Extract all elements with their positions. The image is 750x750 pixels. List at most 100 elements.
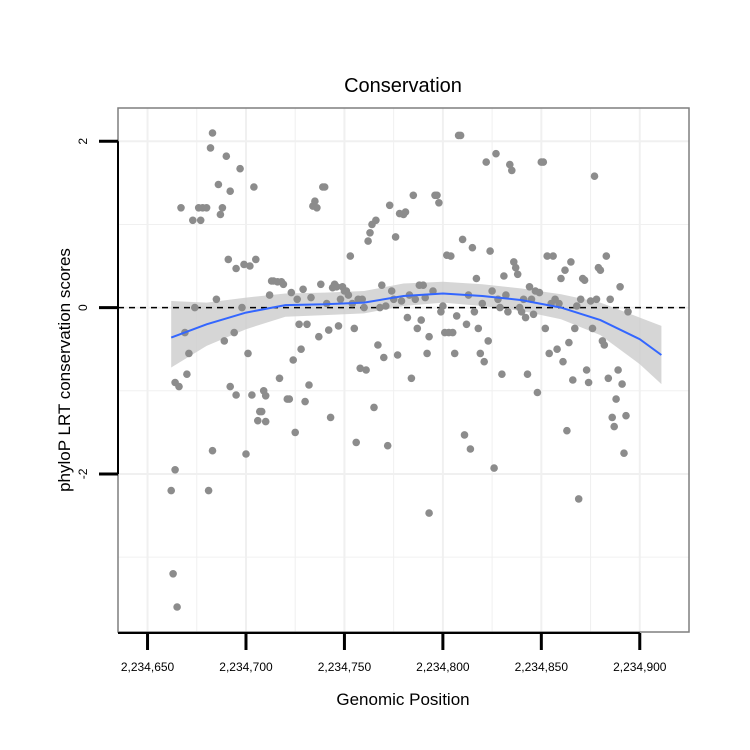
data-point xyxy=(523,370,532,379)
axes: 2,234,650 2,234,700 2,234,750 2,234,800 2,23… xyxy=(76,138,667,674)
data-point xyxy=(476,349,485,358)
data-point xyxy=(573,302,581,310)
data-point xyxy=(456,131,465,140)
data-point xyxy=(500,272,508,280)
data-point xyxy=(468,243,477,252)
data-point xyxy=(618,380,626,388)
data-point xyxy=(559,357,567,366)
x-tick-label: 2,234,700 xyxy=(219,660,273,674)
data-point xyxy=(510,258,518,266)
data-point xyxy=(382,302,390,310)
data-point xyxy=(244,349,252,358)
x-tick-label: 2,234,800 xyxy=(416,660,470,674)
data-point xyxy=(196,216,205,225)
data-point xyxy=(240,260,248,269)
data-point xyxy=(303,320,311,329)
data-point xyxy=(226,382,234,391)
data-point xyxy=(297,345,305,354)
data-point xyxy=(411,295,420,304)
x-tick-label: 2,234,900 xyxy=(613,660,667,674)
data-point xyxy=(472,274,481,283)
data-point xyxy=(571,324,579,333)
data-point xyxy=(417,316,426,324)
data-point xyxy=(533,388,542,397)
data-point xyxy=(295,320,303,329)
data-point xyxy=(315,332,323,341)
data-point xyxy=(588,324,597,333)
data-point xyxy=(391,233,400,241)
data-point xyxy=(393,351,402,359)
data-point xyxy=(596,266,605,275)
data-point xyxy=(521,313,530,322)
y-tick-label: 0 xyxy=(76,304,90,311)
data-point xyxy=(419,281,428,290)
data-point xyxy=(462,320,471,329)
data-point xyxy=(580,276,589,285)
data-point xyxy=(620,449,628,458)
data-point xyxy=(543,252,551,260)
x-tick-label: 2,234,850 xyxy=(515,660,569,674)
data-point xyxy=(480,357,489,366)
data-point xyxy=(448,328,457,337)
data-point xyxy=(600,341,609,349)
data-point xyxy=(401,208,410,216)
data-point xyxy=(447,252,455,260)
data-point xyxy=(450,349,459,358)
data-point xyxy=(413,324,422,333)
data-point xyxy=(403,313,412,322)
data-point xyxy=(287,288,296,297)
data-point xyxy=(246,262,254,270)
data-point xyxy=(407,374,416,383)
data-point xyxy=(356,364,365,373)
data-point xyxy=(549,252,557,260)
data-point xyxy=(490,464,498,472)
data-point xyxy=(232,264,240,273)
data-point xyxy=(555,299,563,308)
data-point xyxy=(385,201,394,210)
data-point xyxy=(289,356,298,364)
data-point xyxy=(452,312,461,320)
data-point xyxy=(622,411,630,420)
data-point xyxy=(616,283,624,291)
data-point xyxy=(439,302,447,310)
data-point xyxy=(602,252,611,260)
data-point xyxy=(567,258,575,266)
data-point xyxy=(265,291,274,299)
data-point xyxy=(565,338,573,347)
data-point xyxy=(358,295,367,304)
data-point xyxy=(429,287,437,295)
data-point xyxy=(374,341,382,349)
data-point xyxy=(604,374,613,383)
data-point xyxy=(517,308,526,316)
data-point xyxy=(484,337,493,345)
data-point xyxy=(313,204,321,212)
data-point xyxy=(275,374,284,383)
data-point xyxy=(171,466,179,474)
data-point xyxy=(364,237,372,245)
x-tick-label: 2,234,750 xyxy=(318,660,372,674)
data-point xyxy=(541,324,550,333)
data-point xyxy=(561,266,569,275)
data-point xyxy=(175,382,183,391)
data-point xyxy=(482,158,491,166)
data-point xyxy=(513,270,522,279)
data-point xyxy=(606,295,614,304)
data-point xyxy=(582,366,591,374)
data-points xyxy=(167,129,632,611)
data-point xyxy=(350,324,359,333)
data-point xyxy=(293,295,302,304)
data-point xyxy=(311,197,319,205)
data-point xyxy=(261,392,270,400)
data-point xyxy=(437,308,445,316)
data-point xyxy=(610,422,618,431)
data-point xyxy=(535,288,544,297)
data-point xyxy=(460,431,469,439)
data-point xyxy=(242,450,250,458)
data-point xyxy=(376,303,384,312)
data-point xyxy=(586,297,595,305)
data-point xyxy=(498,370,506,379)
data-point xyxy=(435,199,443,207)
data-point xyxy=(545,349,553,358)
data-point xyxy=(511,263,520,272)
